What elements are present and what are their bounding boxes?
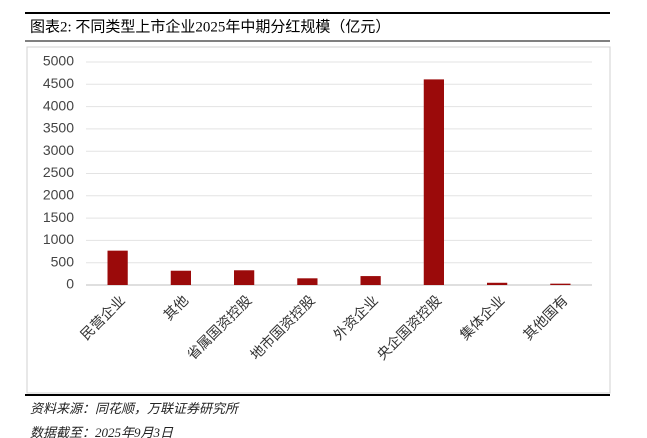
x-tick-label: 外资企业	[330, 292, 382, 344]
x-tick-label: 民营企业	[77, 292, 129, 344]
y-tick-label: 4500	[43, 75, 74, 91]
bar	[360, 276, 381, 285]
y-tick-label: 2000	[43, 187, 74, 203]
y-tick-label: 4000	[43, 97, 74, 113]
y-tick-label: 1000	[43, 231, 74, 247]
bar	[487, 282, 508, 285]
chart-frame	[26, 46, 611, 394]
y-tick-label: 5000	[43, 53, 74, 69]
bar	[550, 283, 571, 285]
date-note: 数据截至：2025年9月3日	[30, 425, 174, 438]
bar	[170, 270, 191, 285]
y-tick-label: 3000	[43, 142, 74, 158]
y-tick-label: 2500	[43, 164, 74, 180]
source-note: 资料来源：同花顺，万联证券研究所	[30, 401, 240, 416]
bar	[297, 278, 318, 285]
x-tick-label: 其他	[161, 293, 192, 324]
chart-title: 图表2: 不同类型上市企业2025年中期分红规模（亿元）	[30, 17, 390, 35]
x-tick-label: 其他国有	[521, 293, 572, 344]
y-tick-label: 1500	[43, 209, 74, 225]
x-tick-label: 集体企业	[457, 292, 509, 344]
x-tick-label: 地市国资控股	[247, 292, 318, 363]
x-tick-label: 省属国资控股	[185, 293, 256, 364]
bar	[423, 79, 444, 285]
y-tick-label: 0	[66, 276, 74, 292]
bar	[107, 250, 128, 285]
x-tick-label: 央企国资控股	[374, 292, 445, 363]
bar	[234, 270, 255, 285]
y-tick-label: 500	[51, 253, 75, 269]
y-tick-label: 3500	[43, 120, 74, 136]
